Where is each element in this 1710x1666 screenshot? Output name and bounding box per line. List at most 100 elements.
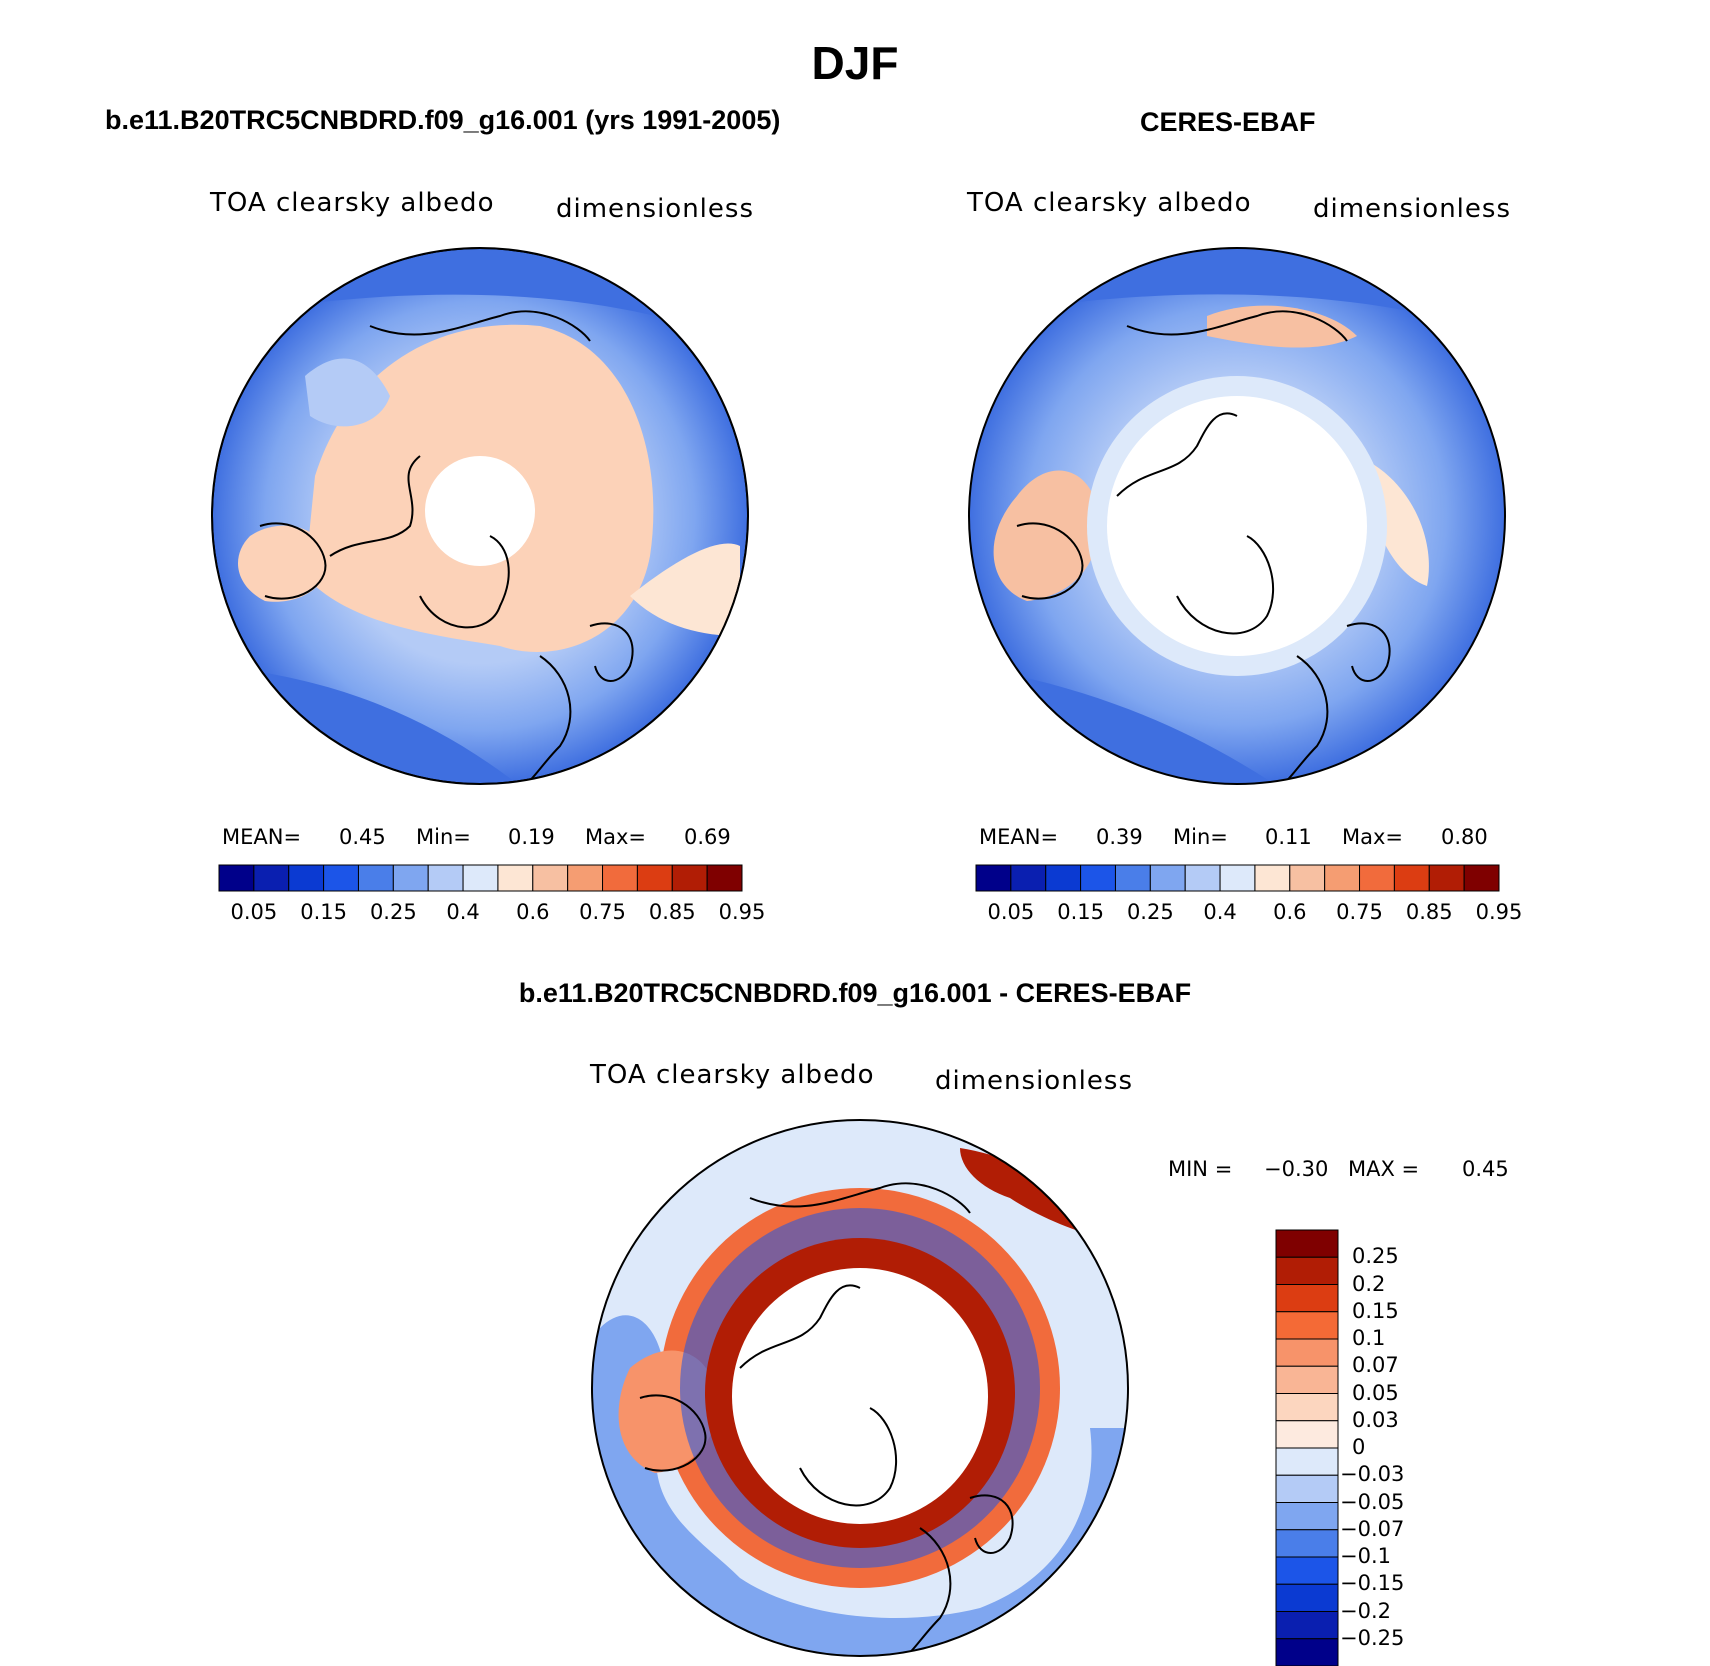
diff-negative-outer (592, 1315, 1128, 1656)
model-colorbar-tick-label: 0.4 (446, 900, 480, 924)
model-colorbar-ticks: 0.05 0.15 0.25 0.4 0.6 0.75 0.85 0.95 (219, 900, 765, 930)
diff-colorbar-swatch-6 (1275, 1393, 1339, 1422)
model-colorbar-swatch-6 (427, 864, 464, 892)
diff-panel-title: b.e11.B20TRC5CNBDRD.f09_g16.001 - CERES-… (518, 978, 1192, 1008)
diff-colorbar-tick-label: 0.05 (1352, 1380, 1399, 1405)
diff-colorbar-swatch-12 (1275, 1556, 1339, 1585)
diff-colorbar-swatch-7 (1275, 1420, 1339, 1449)
model-min-label: Min= (416, 825, 471, 849)
diff-colorbar-swatch-0 (1275, 1229, 1339, 1258)
obs-min-value: 0.11 (1265, 825, 1312, 849)
obs-colorbar-ticks: 0.05 0.15 0.25 0.4 0.6 0.75 0.85 0.95 (976, 900, 1522, 930)
diff-max-value: 0.45 (1462, 1157, 1509, 1181)
model-colorbar-swatch-1 (253, 864, 290, 892)
diff-colorbar-tick-label: −0.03 (1340, 1462, 1405, 1487)
diff-min-value: −0.30 (1264, 1157, 1329, 1181)
diff-colorbar-swatch-4 (1275, 1338, 1339, 1367)
diff-colorbar-tick-label: 0.03 (1352, 1407, 1399, 1432)
model-colorbar-tick-label: 0.95 (718, 900, 766, 924)
diff-colorbar-swatch-10 (1275, 1502, 1339, 1531)
model-mean-label: MEAN= (222, 825, 302, 849)
model-colorbar-swatch-8 (497, 864, 534, 892)
model-colorbar-swatch-14 (706, 864, 743, 892)
model-missing-pole (425, 456, 535, 566)
obs-colorbar-swatch-3 (1080, 864, 1116, 892)
diff-colorbar-tick-label: −0.2 (1340, 1598, 1391, 1623)
obs-max-value: 0.80 (1441, 825, 1488, 849)
obs-max-label: Max= (1342, 825, 1404, 849)
diff-map-border (591, 1119, 1129, 1657)
model-colorbar-swatch-12 (636, 864, 673, 892)
diff-max-label: MAX = (1348, 1157, 1420, 1181)
diff-colorbar-swatch-11 (1275, 1529, 1339, 1558)
obs-colorbar-swatch-4 (1114, 864, 1151, 892)
model-colorbar-tick-label: 0.75 (579, 900, 626, 924)
diff-colorbar-tick-label: −0.25 (1340, 1625, 1405, 1650)
obs-colorbar-swatch-14 (1463, 864, 1500, 892)
obs-colorbar-swatch-1 (1010, 864, 1047, 892)
obs-colorbar-tick-label: 0.95 (1475, 900, 1523, 924)
model-colorbar (218, 864, 743, 892)
diff-colorbar-ticks: 0.25 0.2 0.15 0.1 0.07 0.05 0.03 0 −0.03 −0.05 −0.… (1340, 1230, 1440, 1666)
obs-colorbar-tick-label: 0.05 (987, 900, 1035, 924)
model-max-value: 0.69 (684, 825, 731, 849)
diff-colorbar-tick-label: 0.1 (1352, 1326, 1386, 1350)
obs-colorbar-swatch-11 (1359, 864, 1395, 892)
model-variable-label: TOA clearsky albedo (210, 188, 495, 218)
obs-colorbar-swatch-8 (1254, 864, 1291, 892)
obs-colorbar-tick-label: 0.25 (1126, 900, 1174, 924)
model-colorbar-swatch-3 (323, 864, 359, 892)
diff-colorbar-tick-label: 0.2 (1352, 1271, 1386, 1296)
diff-colorbar-tick-label: −0.07 (1340, 1516, 1405, 1541)
model-mean-value: 0.45 (339, 825, 386, 849)
obs-colorbar-tick-label: 0.15 (1057, 900, 1104, 924)
obs-units-label: dimensionless (1313, 194, 1511, 224)
model-polar-map (211, 247, 749, 785)
model-colorbar-swatch-7 (462, 864, 499, 892)
model-colorbar-tick-label: 0.6 (516, 900, 550, 924)
obs-min-label: Min= (1173, 825, 1228, 849)
diff-colorbar-tick-label: 0.07 (1352, 1353, 1399, 1378)
diff-colorbar-swatch-3 (1275, 1311, 1339, 1340)
model-colorbar-swatch-5 (392, 864, 429, 892)
obs-alaska-region (993, 470, 1099, 601)
diff-variable-label: TOA clearsky albedo (590, 1060, 875, 1090)
obs-map-border (968, 247, 1506, 785)
diff-colorbar-tick-label: 0.15 (1352, 1298, 1399, 1323)
obs-colorbar-swatch-9 (1289, 864, 1326, 892)
diff-colorbar-swatch-1 (1275, 1256, 1339, 1285)
diff-polar-map (591, 1119, 1129, 1657)
model-colorbar-swatch-4 (357, 864, 394, 892)
model-pale-region (630, 543, 740, 636)
model-min-value: 0.19 (508, 825, 555, 849)
diff-units-label: dimensionless (935, 1066, 1133, 1096)
model-alaska-region (238, 525, 330, 602)
obs-high-albedo-region (1207, 305, 1357, 348)
diff-colorbar-swatch-13 (1275, 1583, 1339, 1612)
diff-colorbar-tick-label: 0.25 (1352, 1244, 1399, 1269)
obs-colorbar-tick-label: 0.4 (1203, 900, 1237, 924)
obs-polar-map (968, 247, 1506, 785)
model-colorbar-tick-label: 0.15 (300, 900, 347, 924)
diff-colorbar-swatch-15 (1275, 1638, 1339, 1666)
model-colorbar-swatch-10 (567, 864, 604, 892)
obs-mean-label: MEAN= (979, 825, 1059, 849)
obs-colorbar-swatch-10 (1324, 864, 1361, 892)
model-max-label: Max= (585, 825, 647, 849)
model-colorbar-swatch-2 (288, 864, 325, 892)
diff-colorbar-tick-label: 0 (1352, 1435, 1366, 1459)
model-colorbar-tick-label: 0.85 (648, 900, 696, 924)
obs-colorbar (975, 864, 1500, 892)
diff-missing-pole (732, 1268, 988, 1524)
diff-colorbar-tick-label: −0.1 (1340, 1544, 1391, 1568)
obs-colorbar-swatch-2 (1045, 864, 1082, 892)
obs-colorbar-swatch-12 (1393, 864, 1430, 892)
model-colorbar-tick-label: 0.25 (369, 900, 417, 924)
model-colorbar-swatch-11 (602, 864, 638, 892)
diff-colorbar-swatch-14 (1275, 1611, 1339, 1640)
model-colorbar-swatch-0 (218, 864, 255, 892)
model-map-border (211, 247, 749, 785)
obs-colorbar-swatch-6 (1184, 864, 1221, 892)
obs-panel-title: CERES-EBAF (1140, 107, 1316, 137)
diff-colorbar-swatch-8 (1275, 1447, 1339, 1476)
